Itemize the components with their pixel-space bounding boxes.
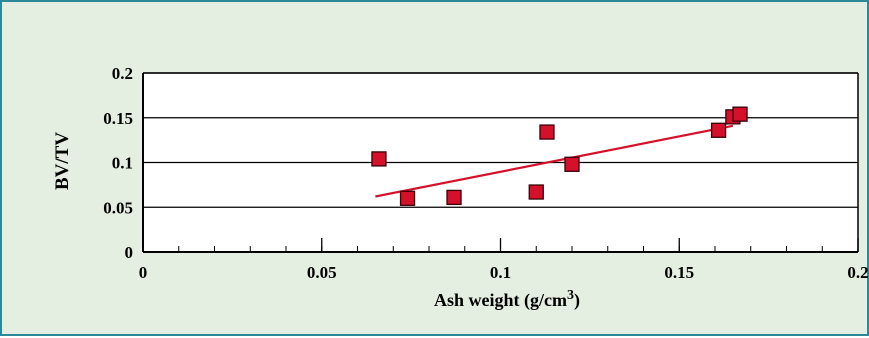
trendline bbox=[375, 124, 734, 198]
axes bbox=[142, 72, 859, 253]
y-tick-label: 0.05 bbox=[103, 198, 133, 217]
data-points bbox=[371, 106, 748, 206]
grid-lines bbox=[143, 72, 858, 252]
data-point bbox=[710, 122, 727, 138]
y-axis-label: BV/TV bbox=[52, 132, 73, 190]
trendline-layer bbox=[375, 124, 734, 198]
x-axis-label: Ash weight (g/cm3) bbox=[434, 288, 580, 311]
x-tick-labels: 0 0.05 0.1 0.15 0.2 bbox=[139, 263, 869, 282]
x-tick-label: 0.05 bbox=[307, 263, 337, 282]
data-point bbox=[528, 184, 544, 200]
x-tick-label: 0.15 bbox=[664, 263, 694, 282]
data-point bbox=[732, 106, 748, 122]
x-tick-label: 0.2 bbox=[847, 263, 868, 282]
y-tick-label: 0.2 bbox=[112, 64, 133, 83]
x-axis-label-suffix: ) bbox=[574, 290, 580, 311]
x-tick-label: 0.1 bbox=[490, 263, 511, 282]
data-point bbox=[564, 156, 580, 172]
data-point bbox=[539, 124, 555, 140]
y-tick-label: 0 bbox=[125, 243, 134, 262]
y-tick-labels: 0 0.05 0.1 0.15 0.2 bbox=[103, 64, 133, 262]
data-point bbox=[371, 151, 387, 167]
x-axis-label-superscript: 3 bbox=[567, 288, 574, 303]
x-axis-label-main: Ash weight (g/cm bbox=[434, 290, 567, 311]
y-tick-label: 0.1 bbox=[112, 154, 133, 173]
y-tick-label: 0.15 bbox=[103, 109, 133, 128]
x-tick-label: 0 bbox=[139, 263, 148, 282]
data-point bbox=[399, 190, 416, 206]
data-point bbox=[446, 189, 462, 206]
